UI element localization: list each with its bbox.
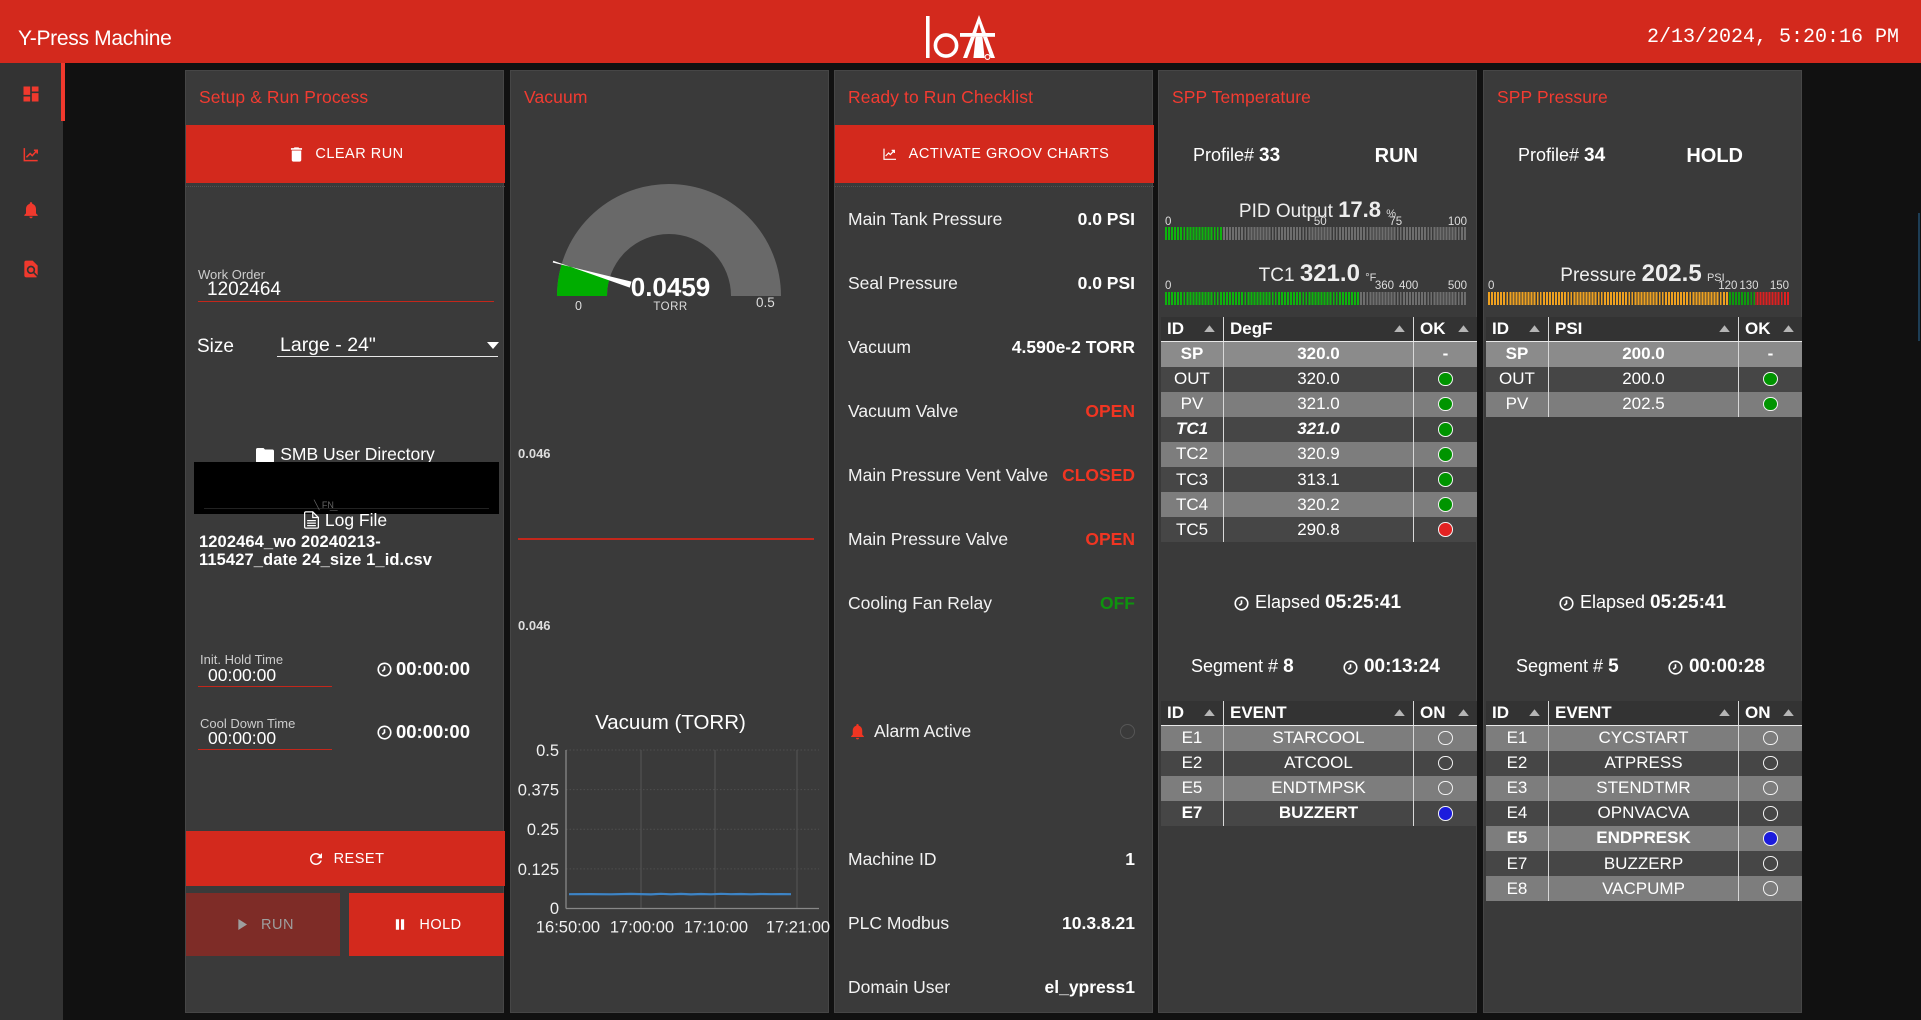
svg-text:0.25: 0.25: [527, 821, 559, 839]
svg-text:17:21:00: 17:21:00: [766, 919, 830, 937]
svg-text:0.375: 0.375: [518, 782, 559, 800]
svg-text:0.125: 0.125: [518, 861, 559, 879]
svg-text:16:50:00: 16:50:00: [536, 919, 600, 937]
svg-text:0.5: 0.5: [536, 742, 559, 760]
svg-text:0: 0: [550, 900, 559, 918]
svg-text:17:00:00: 17:00:00: [610, 919, 674, 937]
svg-text:17:10:00: 17:10:00: [684, 919, 748, 937]
